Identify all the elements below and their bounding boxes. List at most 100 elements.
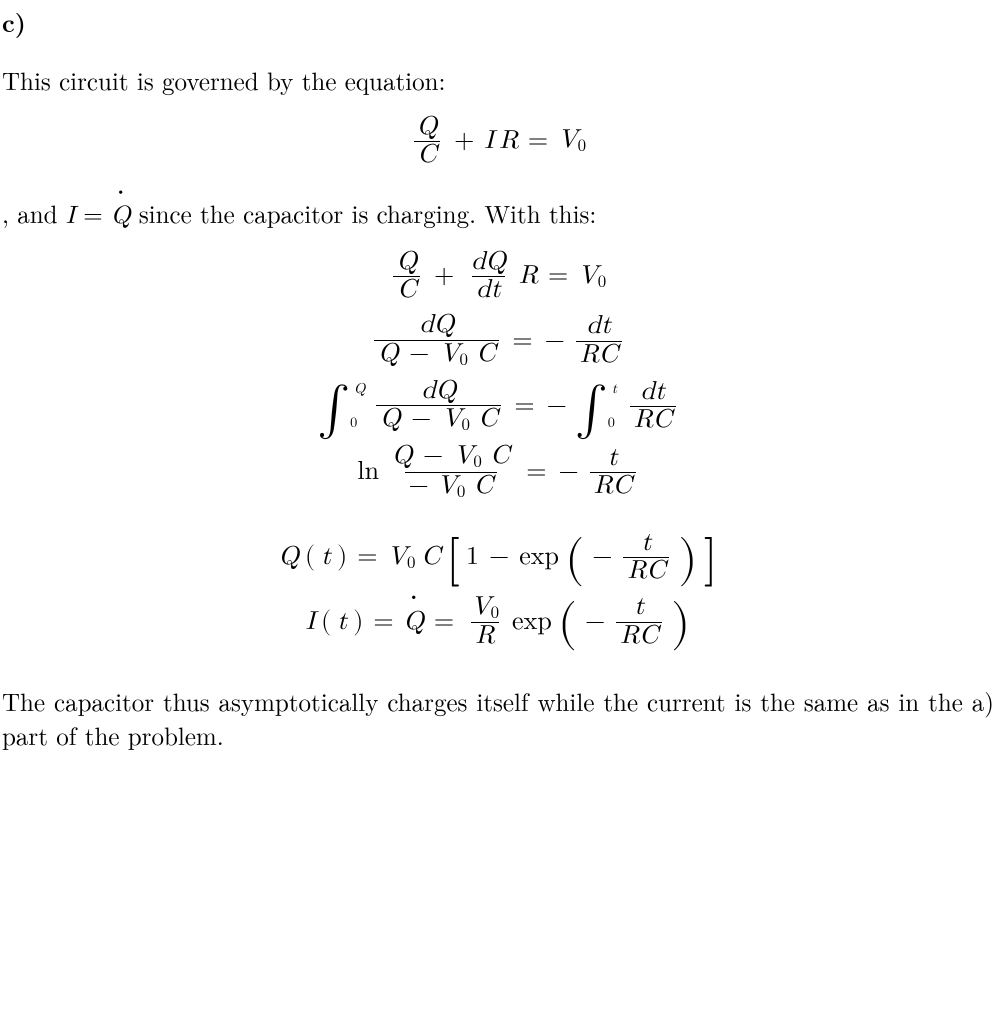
minus: − xyxy=(485,540,513,575)
n: t xyxy=(604,445,622,472)
n: t xyxy=(630,594,648,621)
n: dQ xyxy=(467,249,510,276)
d: Q − V0 C xyxy=(376,405,501,435)
rparen-big: ) xyxy=(671,604,690,644)
frac-tRC2: t RC xyxy=(616,594,662,650)
d: − V0 C xyxy=(405,472,497,502)
eq: = xyxy=(508,324,536,359)
int1-bounds: Q 0 xyxy=(354,392,365,421)
soln-line-2: I ( t ) = Q = V0 R exp ( − t RC ) xyxy=(306,594,691,651)
var-R: R xyxy=(499,124,518,159)
frac-tRC1: t RC xyxy=(623,530,669,586)
V0: V0 xyxy=(388,540,416,576)
neg: − xyxy=(590,540,614,575)
equation-kvl-line: Q C + I R = V0 xyxy=(410,114,586,170)
neg: − xyxy=(543,324,567,359)
n: dQ xyxy=(417,378,460,405)
d: C xyxy=(393,276,420,304)
n: t xyxy=(637,530,655,557)
V0: V0 xyxy=(578,259,606,295)
n: dQ xyxy=(415,312,458,339)
derivation-block: Q C + dQ dt R = V0 dQ Q − V0 C xyxy=(2,249,994,502)
frac-Q-over-C: Q C xyxy=(413,114,441,170)
frac-lnarg: Q − V0 C − V0 C xyxy=(388,443,513,502)
d: RC xyxy=(590,472,636,500)
I: I xyxy=(306,605,315,640)
lparen-big: ( xyxy=(558,604,577,644)
rp: ) xyxy=(337,540,347,575)
Q: Q xyxy=(279,540,299,575)
rp: ) xyxy=(353,605,363,640)
eq: = xyxy=(544,259,572,294)
n: dt xyxy=(583,313,616,340)
d: RC xyxy=(616,622,662,650)
equals-op: = xyxy=(524,124,552,159)
lbracket: [ xyxy=(446,540,460,580)
t: t xyxy=(337,605,347,640)
frac-lhs: dQ Q − V0 C xyxy=(374,312,499,369)
frac-rhs: dt RC xyxy=(576,313,622,369)
d: RC xyxy=(576,341,622,369)
intro-paragraph: This circuit is governed by the equation… xyxy=(2,64,994,98)
exp: exp xyxy=(512,605,552,640)
frac-intl: dQ Q − V0 C xyxy=(376,378,501,435)
var-I: I xyxy=(484,124,493,159)
soln-line-1: Q ( t ) = V0 C [ 1 − exp ( − t RC ) ] xyxy=(279,530,718,586)
ln: ln xyxy=(357,455,379,490)
d: Q − V0 C xyxy=(374,340,499,370)
n: Q xyxy=(393,249,421,276)
n: Q − V0 C xyxy=(388,443,513,472)
eq: = xyxy=(369,605,397,640)
inline-Qdot: Q xyxy=(111,199,130,233)
frac-intr: dt RC xyxy=(630,379,676,435)
frac-tRC: t RC xyxy=(590,445,636,501)
d: R xyxy=(471,622,498,650)
integral-2: ∫ xyxy=(575,387,608,431)
inline-eq: = xyxy=(83,196,111,231)
Qdot: Q xyxy=(404,605,424,640)
C: C xyxy=(421,540,440,575)
frac1: Q C xyxy=(393,249,421,305)
section-label: c) xyxy=(2,6,994,40)
n: dt xyxy=(637,379,670,406)
bridge-prefix: , and xyxy=(2,196,66,231)
R: R xyxy=(519,259,538,294)
lparen-big: ( xyxy=(565,540,584,580)
neg: − xyxy=(545,389,569,424)
one: 1 xyxy=(466,540,479,575)
t: t xyxy=(321,540,331,575)
bridge-paragraph: , and I = Q since the capacitor is charg… xyxy=(2,197,994,233)
lp: ( xyxy=(305,540,315,575)
equation-kvl: Q C + I R = V0 xyxy=(2,114,994,170)
eq: = xyxy=(353,540,381,575)
rbracket: ] xyxy=(704,540,718,580)
neg: − xyxy=(556,455,580,490)
page-root: c) This circuit is governed by the equat… xyxy=(0,0,996,1017)
frac-V0R: V0 R xyxy=(467,594,503,651)
bridge-mid: since the capacitor is charging. With th… xyxy=(139,196,597,231)
integral-1: ∫ xyxy=(317,387,350,431)
d: RC xyxy=(623,557,669,585)
lp: ( xyxy=(321,605,331,640)
frac-dQdt: dQ dt xyxy=(467,249,510,305)
n: V0 xyxy=(467,594,503,623)
frac-den: C xyxy=(414,141,441,169)
plus-op: + xyxy=(450,124,478,159)
inline-I: I xyxy=(66,203,75,228)
eq: = xyxy=(522,455,550,490)
rparen-big: ) xyxy=(678,540,697,580)
var-V: V0 xyxy=(558,123,586,159)
deriv-line-2: dQ Q − V0 C = − dt RC xyxy=(371,312,625,369)
eq: = xyxy=(510,389,538,424)
int2-bounds: t 0 xyxy=(612,392,619,421)
eq2: = xyxy=(430,605,458,640)
deriv-line-1: Q C + dQ dt R = V0 xyxy=(390,249,607,305)
d: RC xyxy=(630,406,676,434)
deriv-line-4: ln Q − V0 C − V0 C = − t RC xyxy=(357,443,638,502)
solution-block: Q ( t ) = V0 C [ 1 − exp ( − t RC ) ] I xyxy=(2,530,994,651)
conclusion-paragraph: The capacitor thus asymptotically charge… xyxy=(2,685,994,753)
op: + xyxy=(430,259,458,294)
neg: − xyxy=(583,605,607,640)
frac-num: Q xyxy=(413,114,441,141)
exp: exp xyxy=(519,540,559,575)
